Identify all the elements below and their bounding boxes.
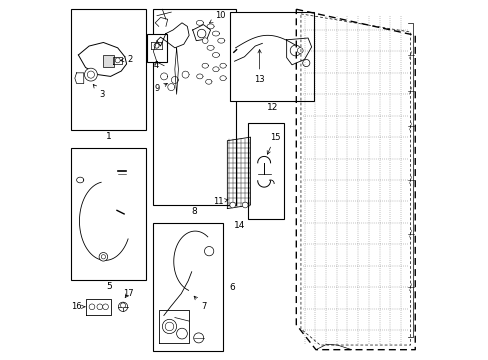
- Text: 1: 1: [106, 132, 111, 141]
- Text: 4: 4: [153, 61, 159, 70]
- Circle shape: [290, 45, 300, 56]
- Bar: [247, 123, 283, 219]
- Text: 8: 8: [191, 207, 197, 216]
- Text: 10: 10: [209, 11, 225, 23]
- Text: 15: 15: [266, 133, 280, 154]
- Circle shape: [162, 319, 176, 334]
- Circle shape: [176, 328, 187, 339]
- Text: 6: 6: [229, 283, 234, 292]
- Circle shape: [97, 304, 102, 310]
- Text: 12: 12: [266, 103, 277, 112]
- Circle shape: [84, 68, 97, 81]
- Text: 13: 13: [254, 50, 264, 84]
- Circle shape: [99, 252, 107, 261]
- Bar: [71, 9, 146, 130]
- Text: 17: 17: [123, 289, 133, 298]
- Circle shape: [197, 29, 205, 38]
- Bar: [230, 12, 313, 102]
- Bar: [147, 33, 166, 62]
- Bar: [103, 55, 114, 67]
- Circle shape: [102, 304, 108, 310]
- Circle shape: [118, 302, 127, 311]
- Text: 5: 5: [106, 282, 111, 291]
- Bar: [153, 223, 223, 351]
- Bar: [153, 9, 235, 205]
- Circle shape: [89, 304, 95, 310]
- Circle shape: [154, 43, 159, 48]
- Circle shape: [101, 255, 105, 259]
- Circle shape: [165, 322, 173, 331]
- Text: 11: 11: [213, 197, 227, 206]
- Circle shape: [242, 202, 247, 208]
- Circle shape: [229, 202, 235, 208]
- Text: 14: 14: [233, 221, 244, 230]
- Circle shape: [193, 333, 203, 343]
- Circle shape: [115, 58, 120, 63]
- Text: 2: 2: [120, 55, 133, 64]
- Text: 3: 3: [93, 85, 104, 99]
- Text: 16: 16: [71, 302, 85, 311]
- Bar: [71, 148, 146, 280]
- Circle shape: [297, 48, 303, 53]
- Circle shape: [202, 38, 207, 44]
- Circle shape: [204, 247, 213, 256]
- Circle shape: [121, 303, 125, 308]
- Circle shape: [87, 71, 94, 78]
- Circle shape: [302, 59, 309, 67]
- Text: 9: 9: [154, 84, 167, 93]
- Text: 7: 7: [194, 296, 206, 311]
